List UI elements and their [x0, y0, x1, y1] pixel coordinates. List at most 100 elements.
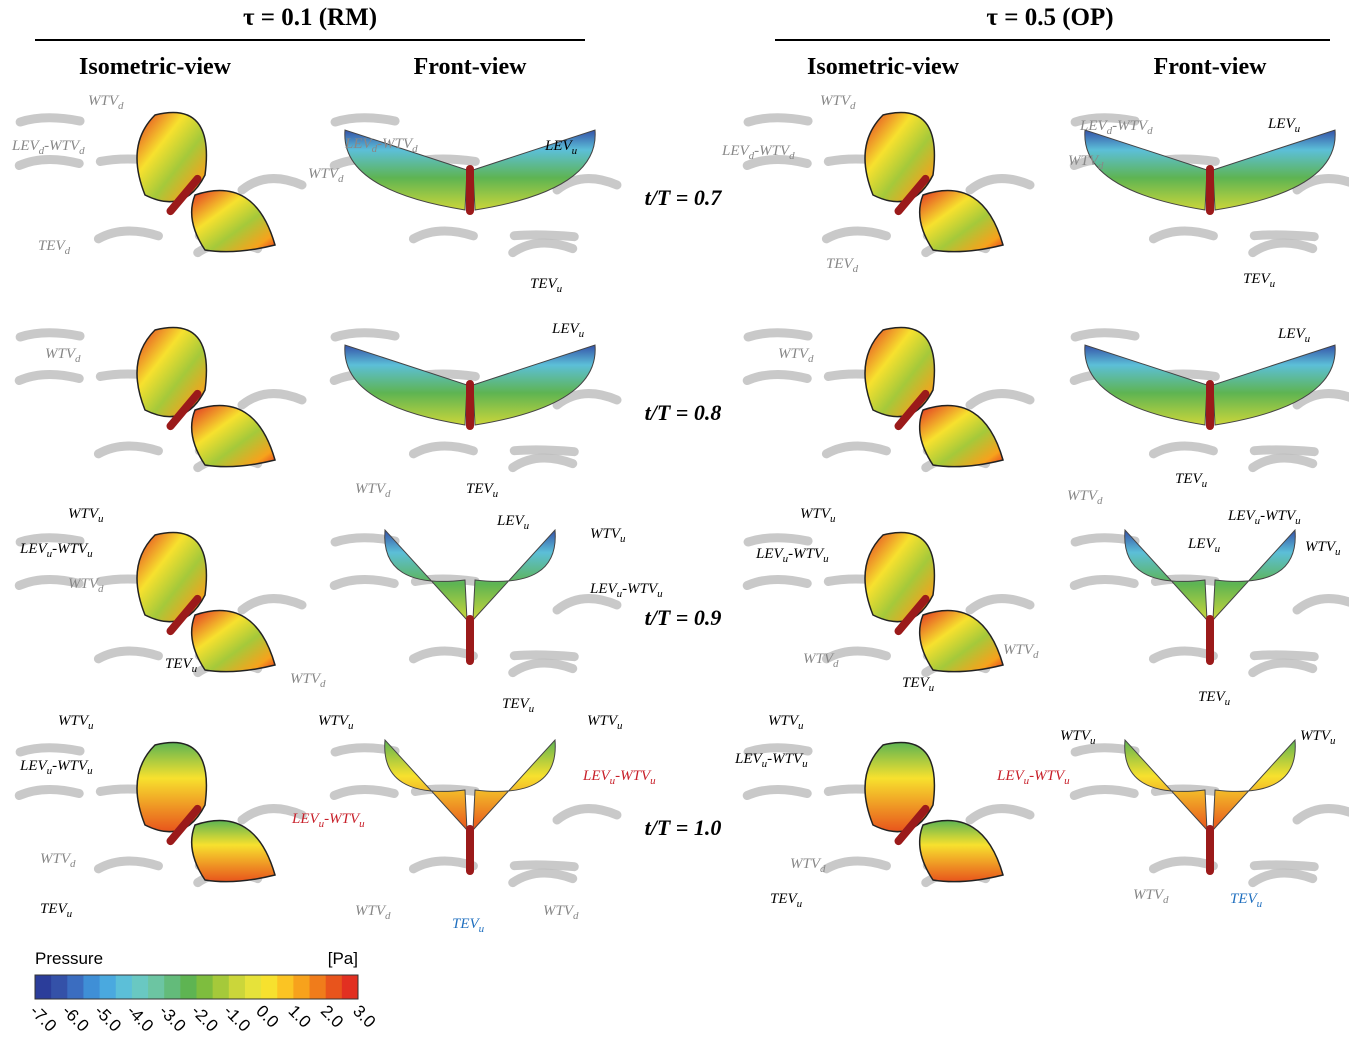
label-text: -WTV: [615, 768, 652, 784]
wing-left: [345, 345, 467, 425]
subscript: u: [1335, 546, 1341, 558]
subscript: d: [65, 245, 71, 257]
label-text: -WTV: [1029, 768, 1066, 784]
wing-right: [473, 740, 555, 830]
vortex-tube: [335, 118, 395, 122]
colorbar-tick-label: -1.0: [220, 1001, 254, 1035]
label-text: TEV: [40, 901, 69, 917]
subscript: d: [1147, 125, 1153, 137]
view-title: Front-view: [1154, 54, 1268, 80]
wing-forewing: [865, 533, 934, 622]
vortex-label: TEVu: [452, 916, 485, 935]
vortex-label: LEVu: [496, 513, 530, 532]
subscript: u: [797, 898, 803, 910]
label-text: TEV: [452, 916, 481, 932]
vortex-tube: [970, 599, 1030, 610]
vortex-label: TEVu: [1243, 271, 1276, 290]
vortex-tube: [98, 651, 158, 659]
subscript: d: [385, 488, 391, 500]
label-text: WTV: [290, 671, 322, 687]
wing-hindwing: [920, 406, 1003, 467]
subscript: d: [79, 145, 85, 157]
label-text: WTV: [590, 526, 622, 542]
vortex-label: LEVu-WTVu: [291, 811, 365, 830]
vortex-label: WTVu: [590, 526, 626, 545]
vortex-tube: [413, 231, 473, 239]
label-text: WTV: [800, 506, 832, 522]
vortex-tube: [513, 663, 573, 673]
wing-right: [473, 345, 595, 425]
subscript: u: [87, 765, 93, 777]
subscript: u: [1257, 898, 1263, 910]
vortex-tube: [1253, 458, 1313, 468]
subscript: u: [802, 758, 808, 770]
colorbar-segment: [261, 975, 278, 999]
label-text: LEV: [1079, 118, 1109, 134]
subscript: u: [579, 328, 585, 340]
label-text: -WTV: [1260, 508, 1297, 524]
vortex-label: TEVu: [1175, 471, 1208, 490]
wing-forewing: [137, 533, 206, 622]
vortex-tube: [1075, 333, 1135, 337]
label-text: LEV: [582, 768, 612, 784]
vortex-label: TEVu: [165, 656, 198, 675]
subscript: u: [650, 775, 656, 787]
vortex-tube: [557, 809, 617, 820]
vortex-tube: [826, 231, 886, 239]
label-text: -WTV: [377, 136, 414, 152]
wing-right: [473, 530, 555, 620]
label-text: LEV: [544, 138, 574, 154]
wing-forewing: [137, 113, 206, 202]
label-text: LEV: [551, 321, 581, 337]
vortex-tube: [1253, 243, 1313, 253]
colorbar-segment: [293, 975, 310, 999]
subscript: u: [1202, 478, 1208, 490]
vortex-label: WTVu: [1305, 539, 1341, 558]
vortex-tube: [970, 394, 1030, 405]
label-text: WTV: [1060, 728, 1092, 744]
vortex-tube: [514, 235, 574, 237]
vortex-tube: [1253, 663, 1313, 673]
label-text: WTV: [1305, 539, 1337, 555]
vortex-label: WTVd: [88, 93, 124, 112]
vortex-label: LEVu: [1187, 536, 1221, 555]
vortex-tube: [334, 789, 394, 795]
label-text: -WTV: [44, 138, 81, 154]
subscript: u: [348, 720, 354, 732]
colorbar-tick-label: 0.0: [252, 1001, 282, 1031]
view-title: Front-view: [414, 54, 528, 80]
vortex-tube: [747, 374, 807, 380]
vortex-label: WTVu: [587, 713, 623, 732]
body: [1206, 615, 1214, 665]
label-text: LEV: [291, 811, 321, 827]
row-label: t/T = 0.8: [645, 400, 722, 425]
colorbar-tick-label: -6.0: [58, 1001, 92, 1035]
vortex-label: LEVu-WTVu: [996, 768, 1070, 787]
label-text: WTV: [1068, 153, 1100, 169]
colorbar-tick-label: -3.0: [155, 1001, 189, 1035]
wing-hindwing: [920, 821, 1003, 882]
label-text: TEV: [1175, 471, 1204, 487]
colorbar-segment: [67, 975, 84, 999]
vortex-tube: [335, 333, 395, 337]
vortex-tube: [20, 118, 80, 122]
wing-hindwing: [192, 191, 275, 252]
label-text: TEV: [466, 481, 495, 497]
label-text: WTV: [88, 93, 120, 109]
vortex-tube: [1297, 599, 1349, 610]
vortex-tube: [19, 374, 79, 380]
vortex-label: LEVu-WTVu: [755, 546, 829, 565]
vortex-tube: [557, 599, 617, 610]
subscript: u: [830, 513, 836, 525]
subscript: u: [557, 283, 563, 295]
label-text: TEV: [902, 675, 931, 691]
label-text: WTV: [778, 346, 810, 362]
subscript: d: [820, 863, 826, 875]
subscript: u: [823, 553, 829, 565]
subscript: u: [1295, 515, 1301, 527]
colorbar-tick-label: 1.0: [285, 1001, 315, 1031]
vortex-label: LEVu: [1277, 326, 1311, 345]
vortex-tube: [748, 538, 808, 542]
vortex-tube: [1254, 655, 1314, 657]
vortex-label: TEVu: [466, 481, 499, 500]
